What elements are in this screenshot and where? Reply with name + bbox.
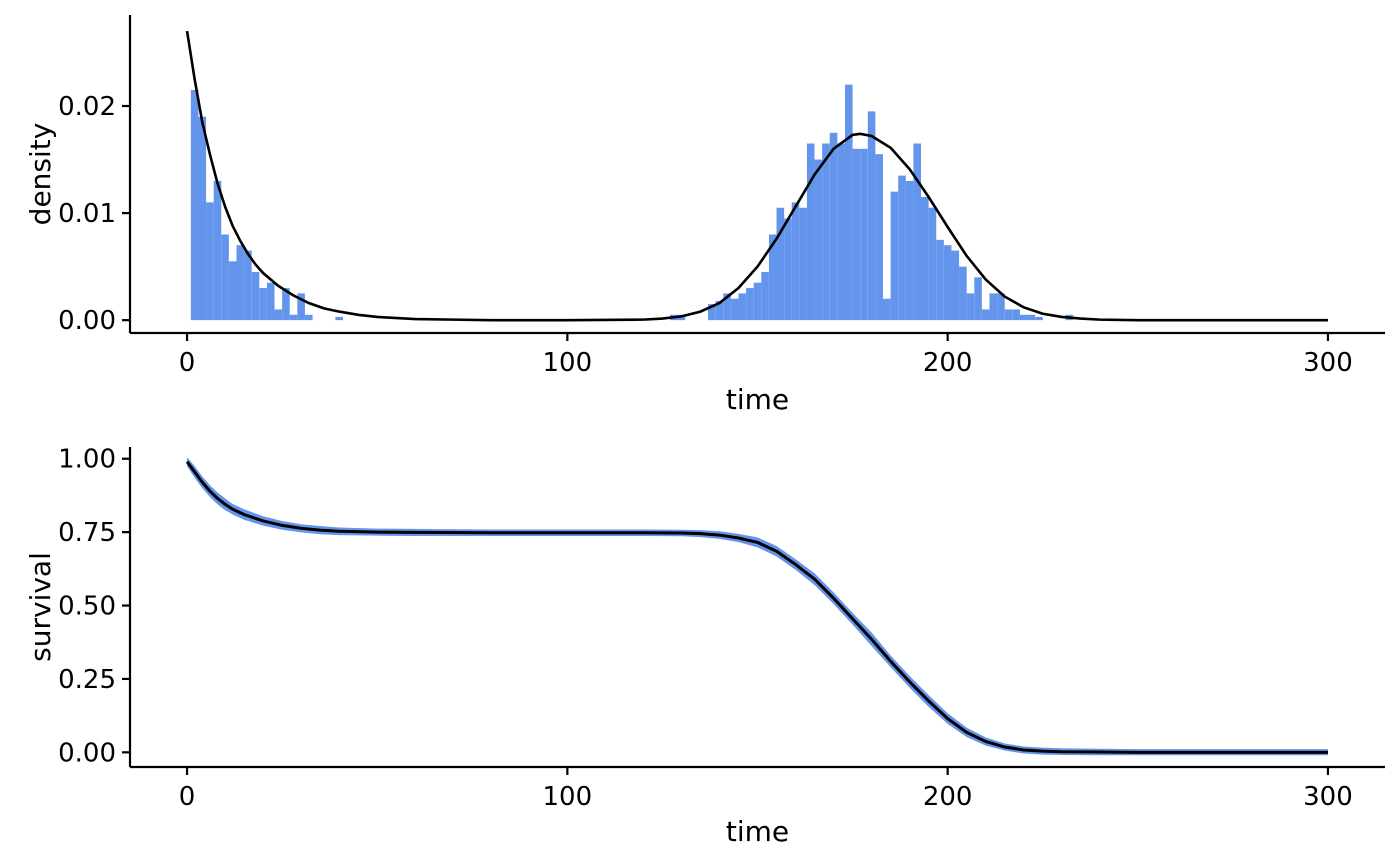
y-tick-label: 0.00 [58,738,116,768]
histogram-bar [768,234,777,321]
histogram-bar [297,293,305,321]
histogram-bar [259,288,267,321]
histogram-bar [989,293,998,321]
histogram-bars [190,84,1074,321]
histogram-bar [822,143,830,321]
histogram-bar [282,288,290,321]
histogram-bar [251,271,260,321]
histogram-bar [913,143,922,321]
y-tick-label: 0.25 [58,665,116,695]
histogram-bar [244,250,252,321]
histogram-bar [837,143,845,321]
histogram-bar [943,245,952,321]
survival-curve [185,460,1328,754]
histogram-bar [799,207,807,321]
histogram-bar [1035,316,1043,321]
histogram-bar [951,250,960,321]
x-axis-title: time [726,383,789,416]
y-axis-title: density [24,123,57,226]
histogram-bar [1019,314,1028,321]
y-axis-ticks: 0.00 0.25 0.50 0.75 1.00 [58,445,130,768]
y-axis-title: survival [24,552,57,662]
histogram-bar [966,293,975,321]
survival-panel: 0 100 200 300 0.00 0.25 0.50 0.75 1.00 time sur… [24,445,1385,848]
histogram-bar [1027,314,1036,321]
histogram-bar [190,89,199,321]
histogram-bar [806,143,815,321]
x-tick-label: 0 [179,782,196,812]
histogram-bar [213,180,222,321]
density-panel: 0 100 200 300 0.00 0.01 0.02 time density [24,15,1385,416]
histogram-bar [198,116,207,321]
histogram-bar [814,159,823,321]
histogram-bar [228,261,237,321]
histogram-bar [266,282,275,321]
histogram-bar [289,314,298,321]
histogram-bar [738,293,747,321]
histogram-bar [715,300,724,321]
histogram-bar [860,148,868,321]
histogram-bar [959,266,967,321]
histogram-bar [1012,309,1020,321]
histogram-bar [236,245,245,321]
y-tick-label: 0.50 [58,592,116,622]
x-tick-label: 100 [543,782,593,812]
x-tick-label: 200 [923,782,973,812]
histogram-bar [981,309,990,321]
histogram-bar [852,148,861,321]
y-tick-label: 1.00 [58,445,116,475]
histogram-bar [784,218,792,321]
histogram-bar [921,197,929,321]
y-axis-ticks: 0.00 0.01 0.02 [58,92,130,336]
histogram-bar [898,175,906,321]
histogram-bar [335,316,343,321]
histogram-bar [304,314,313,321]
x-tick-label: 200 [923,348,973,378]
histogram-bar [997,293,1005,321]
histogram-bar [221,234,229,321]
histogram-bar [746,288,754,321]
histogram-bar [776,207,785,321]
y-tick-label: 0.00 [58,306,116,336]
histogram-bar [928,207,937,321]
x-axis-ticks: 0 100 200 300 [179,333,1353,378]
histogram-bar [936,239,944,321]
histogram-bar [844,84,853,321]
histogram-bar [1004,309,1013,321]
x-tick-label: 0 [179,348,196,378]
histogram-bar [708,304,716,321]
histogram-bar [974,277,982,321]
y-tick-label: 0.02 [58,92,116,122]
y-tick-label: 0.75 [58,518,116,548]
x-tick-label: 300 [1303,348,1353,378]
histogram-bar [761,271,769,321]
histogram-bar [730,298,739,321]
density-curve [185,30,1328,322]
histogram-bar [905,180,914,321]
histogram-bar [791,202,800,321]
histogram-bar [890,191,899,321]
histogram-bar [867,111,876,321]
x-axis-ticks: 0 100 200 300 [179,767,1353,812]
y-tick-label: 0.01 [58,199,116,229]
histogram-bar [753,282,762,321]
x-tick-label: 300 [1303,782,1353,812]
x-axis-title: time [726,815,789,848]
histogram-bar [875,154,883,321]
histogram-bar [723,293,731,321]
survival-band [187,457,1328,756]
histogram-bar [274,309,283,321]
x-tick-label: 100 [543,348,593,378]
histogram-bar [206,202,214,321]
histogram-bar [829,132,838,321]
histogram-bar [883,298,891,321]
